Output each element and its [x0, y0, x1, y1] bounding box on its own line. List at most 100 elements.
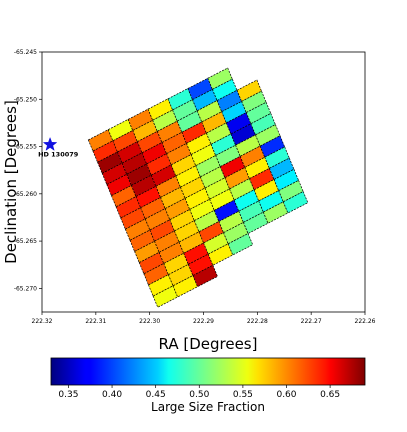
cell — [172, 99, 198, 122]
cell — [97, 151, 123, 174]
cell — [250, 112, 276, 136]
cell — [264, 146, 290, 169]
cell — [189, 198, 215, 222]
cell — [195, 154, 221, 178]
x-ticks: 222.32 222.31 222.30 222.29 222.28 222.27 222.… — [32, 312, 376, 325]
cell — [173, 220, 200, 243]
cell — [199, 166, 226, 189]
cell — [117, 141, 143, 164]
cell — [156, 120, 183, 144]
cell — [229, 178, 255, 201]
cell — [150, 164, 177, 187]
cell — [186, 132, 212, 156]
cell — [201, 111, 227, 134]
colorbar-tick-label: 0.65 — [320, 390, 340, 400]
cell — [132, 119, 158, 143]
cell — [169, 209, 195, 232]
cell — [216, 89, 243, 113]
cell — [190, 143, 217, 167]
cell — [141, 142, 168, 165]
cell — [209, 188, 235, 211]
x-tick-label: 222.32 — [32, 318, 53, 325]
cell — [262, 201, 289, 224]
cell — [121, 152, 148, 175]
cell — [164, 197, 191, 221]
cells-layer — [87, 67, 309, 308]
cell — [101, 162, 128, 186]
cell — [155, 175, 181, 198]
cell — [106, 173, 132, 197]
colorbar — [50, 357, 366, 386]
y-tick-label: -65.250 — [14, 96, 37, 103]
star-icon — [42, 136, 58, 151]
cell — [176, 110, 203, 133]
cell — [112, 130, 138, 153]
y-ticks: -65.245 -65.250 -65.255 -65.260 -65.265 -65.2… — [14, 49, 42, 292]
cell — [215, 144, 241, 168]
cell — [235, 134, 261, 157]
x-tick-label: 222.27 — [301, 318, 322, 325]
cell — [210, 133, 237, 156]
cell — [255, 124, 281, 147]
cell — [223, 221, 249, 245]
y-tick-label: -65.265 — [14, 238, 37, 245]
cell — [196, 100, 223, 123]
cell — [244, 156, 270, 180]
cell — [253, 179, 280, 202]
cell — [230, 123, 256, 146]
cell — [218, 210, 244, 234]
y-tick-label: -65.255 — [14, 144, 37, 151]
cell — [146, 153, 172, 176]
cell — [224, 167, 250, 190]
cell — [225, 112, 252, 135]
cell — [238, 200, 264, 223]
cell — [166, 142, 192, 166]
cell — [184, 187, 211, 210]
cell — [148, 274, 174, 297]
cell — [107, 118, 134, 142]
cell — [92, 140, 118, 163]
cell — [239, 145, 266, 168]
cell — [124, 218, 151, 241]
colorbar-label: Large Size Fraction — [151, 400, 265, 414]
colorbar-tick-label: 0.55 — [233, 390, 253, 400]
cell — [187, 77, 213, 101]
cell — [192, 264, 218, 288]
cell — [193, 209, 220, 233]
cell — [187, 253, 214, 277]
cell — [172, 275, 199, 298]
cell — [203, 232, 229, 255]
colorbar-tick-label: 0.35 — [58, 390, 78, 400]
cell — [130, 174, 157, 198]
cell — [268, 157, 295, 181]
cell — [160, 186, 186, 210]
cell — [178, 231, 205, 254]
cell — [154, 230, 180, 253]
cell — [129, 229, 155, 252]
cell — [126, 163, 152, 186]
cell — [147, 98, 174, 121]
cell — [278, 179, 304, 203]
x-tick-label: 222.26 — [355, 318, 376, 325]
colorbar-tick-label: 0.45 — [146, 390, 166, 400]
cell — [167, 88, 193, 111]
cell — [111, 184, 137, 208]
cell — [134, 240, 160, 264]
cell — [207, 243, 234, 266]
y-axis-label: Declination [Degrees] — [2, 100, 20, 264]
cell — [204, 177, 231, 200]
cell — [219, 155, 246, 179]
x-tick-label: 222.29 — [193, 318, 214, 325]
y-tick-label: -65.260 — [14, 191, 37, 198]
x-tick-label: 222.31 — [85, 318, 106, 325]
marker-label: HD 130079 — [38, 151, 79, 159]
cell — [136, 130, 163, 154]
cell — [167, 263, 194, 287]
cell — [138, 251, 165, 275]
cell — [221, 100, 247, 124]
marker-layer: HD 130079 — [38, 136, 79, 159]
cell — [163, 252, 189, 276]
y-tick-label: -65.270 — [14, 285, 37, 292]
cell — [213, 199, 240, 223]
